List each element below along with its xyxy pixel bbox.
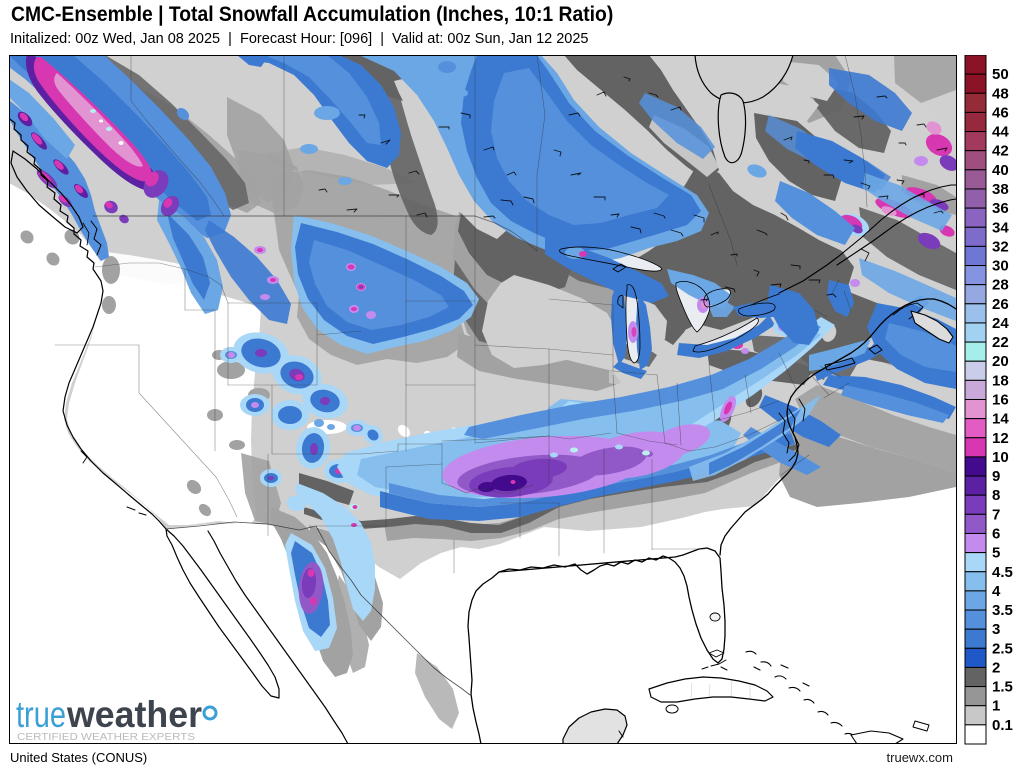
svg-text:10: 10 xyxy=(992,449,1009,466)
svg-text:16: 16 xyxy=(992,392,1009,409)
svg-text:9: 9 xyxy=(992,468,1000,485)
svg-text:22: 22 xyxy=(992,334,1009,351)
svg-text:5: 5 xyxy=(992,545,1000,562)
svg-text:18: 18 xyxy=(992,372,1009,389)
svg-text:CERTIFIED WEATHER EXPERTS: CERTIFIED WEATHER EXPERTS xyxy=(17,732,195,743)
svg-text:true: true xyxy=(16,694,66,735)
svg-text:30: 30 xyxy=(992,258,1009,275)
svg-text:2.5: 2.5 xyxy=(992,640,1013,657)
svg-text:26: 26 xyxy=(992,296,1009,313)
svg-text:2: 2 xyxy=(992,659,1000,676)
svg-text:20: 20 xyxy=(992,353,1009,370)
svg-text:34: 34 xyxy=(992,219,1009,236)
svg-text:42: 42 xyxy=(992,143,1009,160)
svg-text:0.1: 0.1 xyxy=(992,717,1013,734)
svg-text:1.5: 1.5 xyxy=(992,679,1013,696)
svg-text:28: 28 xyxy=(992,277,1009,294)
svg-text:46: 46 xyxy=(992,104,1009,121)
svg-text:8: 8 xyxy=(992,487,1000,504)
svg-text:50: 50 xyxy=(992,66,1009,83)
svg-text:38: 38 xyxy=(992,181,1009,198)
svg-text:32: 32 xyxy=(992,238,1009,255)
svg-text:3.5: 3.5 xyxy=(992,602,1013,619)
svg-text:1: 1 xyxy=(992,698,1000,715)
svg-text:7: 7 xyxy=(992,506,1000,523)
svg-text:4: 4 xyxy=(992,583,1001,600)
svg-text:40: 40 xyxy=(992,162,1009,179)
svg-text:6: 6 xyxy=(992,525,1000,542)
svg-text:36: 36 xyxy=(992,200,1009,217)
svg-text:14: 14 xyxy=(992,411,1009,428)
svg-text:weather: weather xyxy=(66,694,202,735)
svg-text:44: 44 xyxy=(992,124,1009,141)
svg-text:3: 3 xyxy=(992,621,1000,638)
svg-text:4.5: 4.5 xyxy=(992,564,1013,581)
svg-text:12: 12 xyxy=(992,430,1009,447)
svg-text:24: 24 xyxy=(992,315,1009,332)
svg-text:48: 48 xyxy=(992,85,1009,102)
